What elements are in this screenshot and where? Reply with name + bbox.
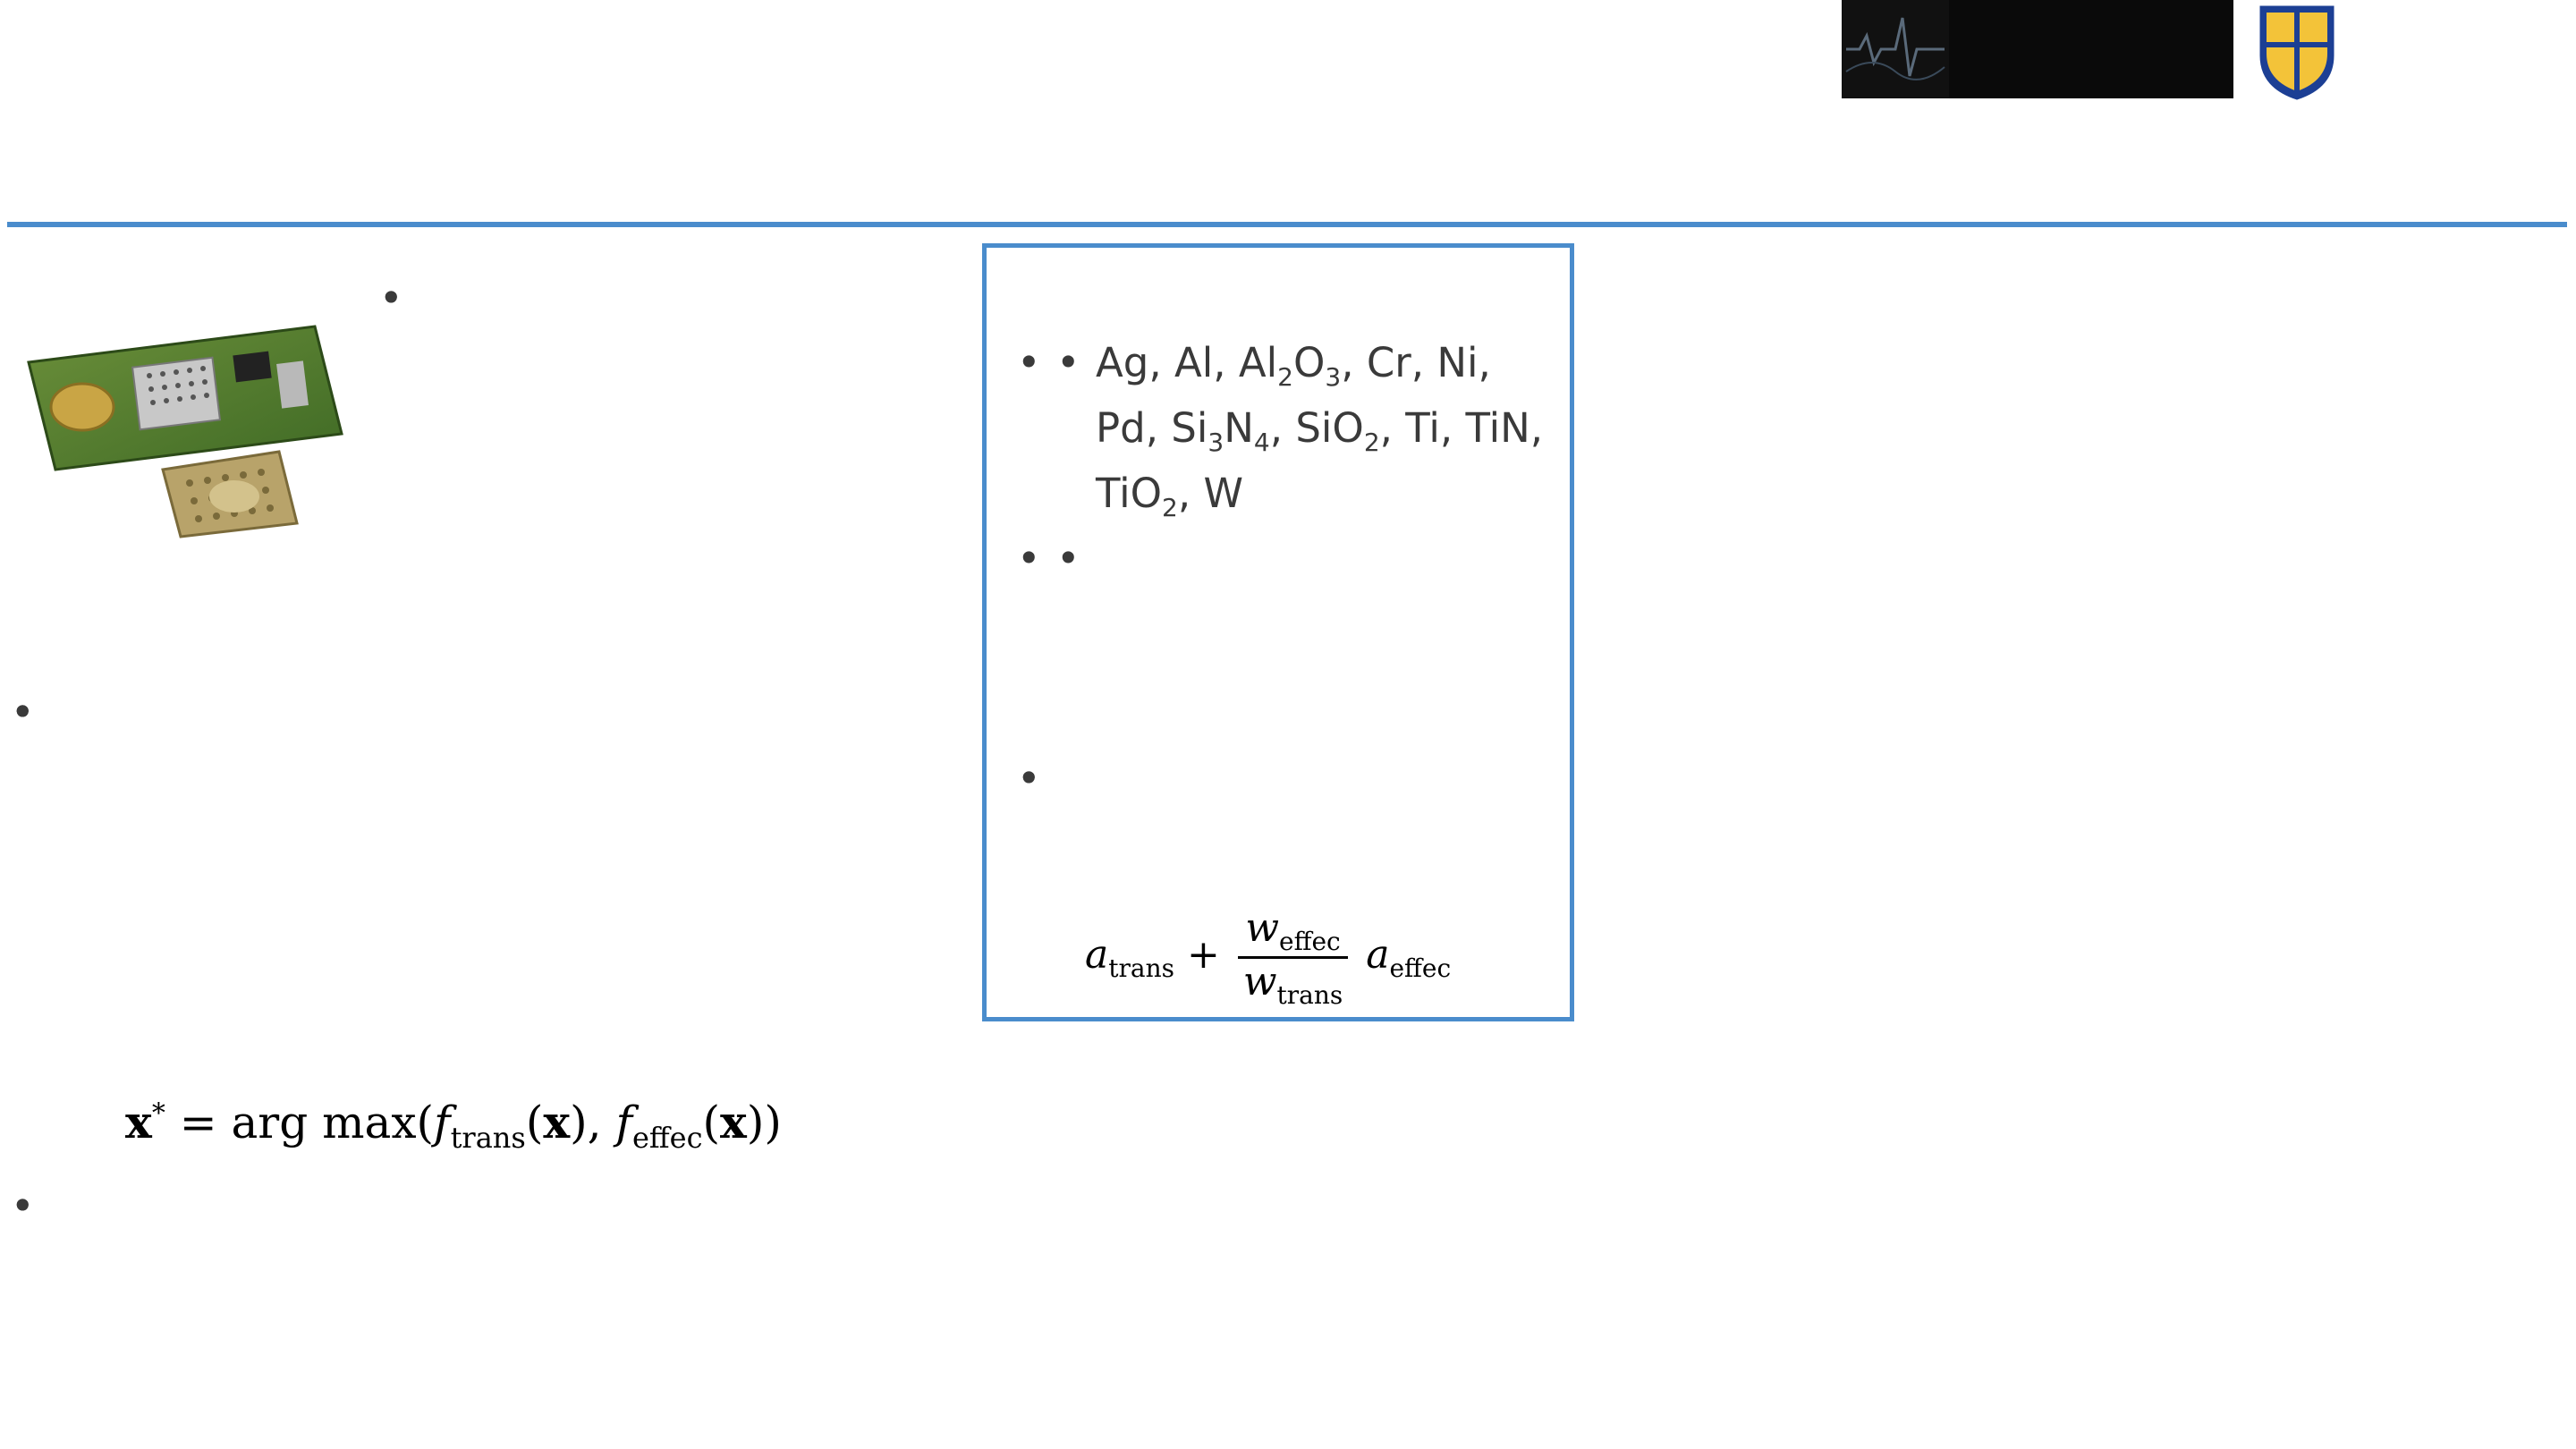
argmax-equation: x* = arg max(ftrans(x), feffec(x))	[125, 1096, 782, 1155]
waveform-icon	[1842, 0, 1949, 98]
circuit-board-photo	[20, 309, 351, 541]
bo-hackathon-logo	[1842, 0, 2233, 98]
search-space-list: Ag, Al, Al2O3, Cr, Ni, Pd, Si3N4, SiO2, …	[1013, 337, 1550, 584]
material-list-item: Ag, Al, Al2O3, Cr, Ni, Pd, Si3N4, SiO2, …	[1013, 337, 1550, 533]
pitt-logo	[2252, 0, 2576, 106]
circuit-board-icon	[27, 325, 343, 538]
search-space-box: Ag, Al, Al2O3, Cr, Ni, Pd, Si3N4, SiO2, …	[982, 243, 1574, 1021]
layer-structures	[962, 1060, 2576, 1449]
pitt-shield-icon	[2259, 5, 2334, 100]
acquisition-equation: atrans + weffec wtrans aeffec	[1085, 905, 1452, 1010]
header-divider	[7, 222, 2567, 227]
